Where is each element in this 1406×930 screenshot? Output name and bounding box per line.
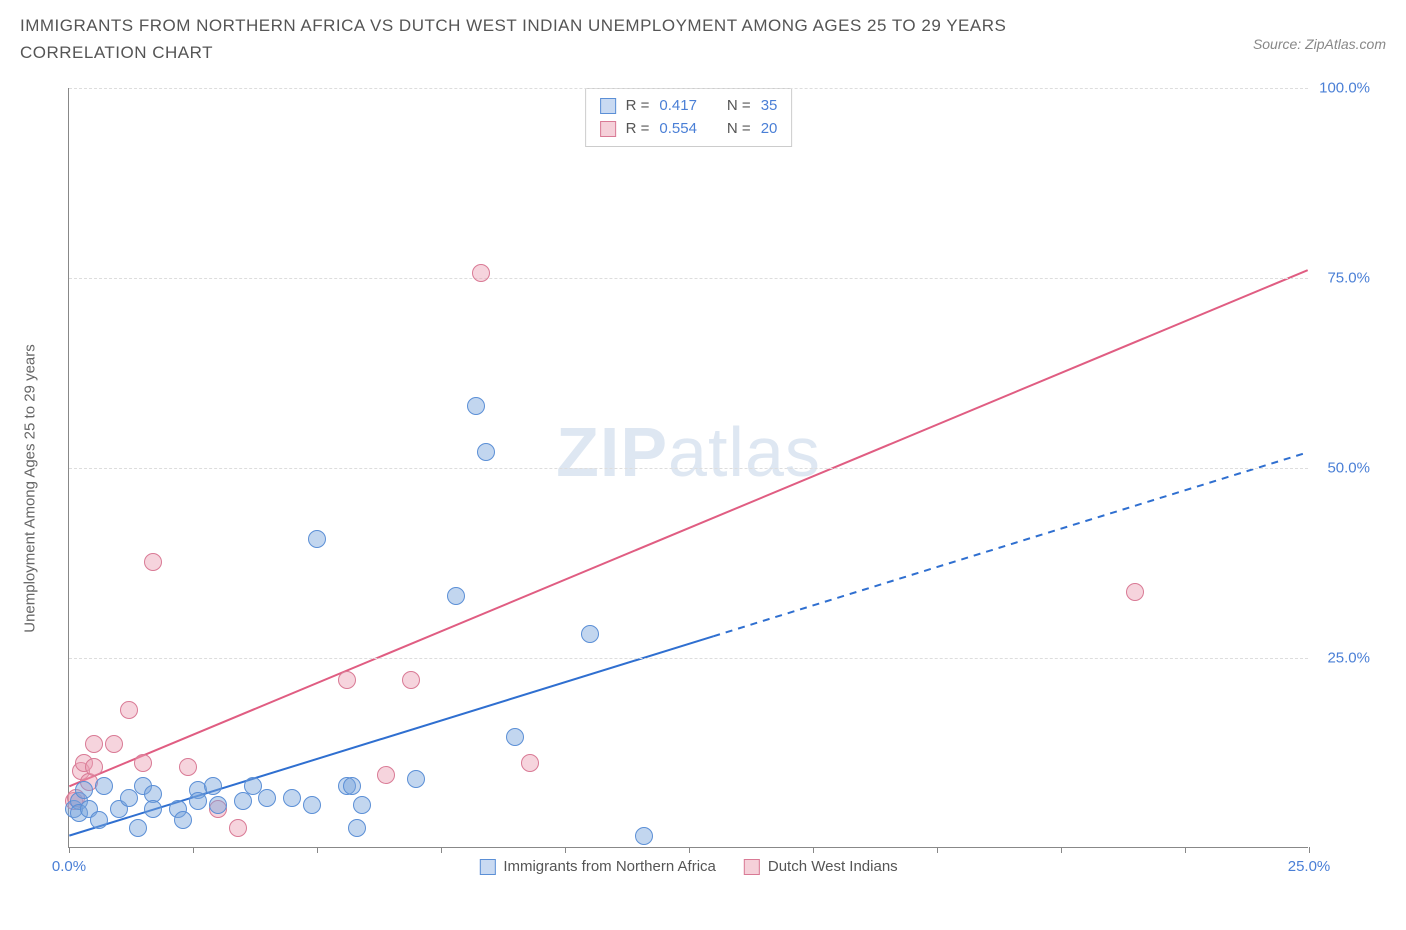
- legend-label: Immigrants from Northern Africa: [503, 858, 716, 875]
- pink-point: [521, 754, 539, 772]
- gridline-h: [69, 278, 1308, 279]
- blue-point: [506, 728, 524, 746]
- x-tick: [565, 847, 566, 853]
- x-tick: [441, 847, 442, 853]
- stat-r-label: R =: [626, 118, 650, 141]
- x-tick: [813, 847, 814, 853]
- blue-point: [120, 789, 138, 807]
- x-tick: [1185, 847, 1186, 853]
- blue-point: [635, 827, 653, 845]
- pink-point: [1126, 583, 1144, 601]
- pink-point: [229, 819, 247, 837]
- blue-point: [95, 777, 113, 795]
- gridline-h: [69, 88, 1308, 89]
- blue-point: [129, 819, 147, 837]
- pink-point: [472, 264, 490, 282]
- x-tick: [193, 847, 194, 853]
- blue-point: [407, 770, 425, 788]
- stat-n-label: N =: [727, 95, 751, 118]
- x-tick: [1309, 847, 1310, 853]
- blue-point: [581, 625, 599, 643]
- blue-point: [209, 796, 227, 814]
- pink-point: [105, 735, 123, 753]
- legend-swatch: [600, 121, 616, 137]
- stats-row: R = 0.554 N = 20: [600, 118, 778, 141]
- blue-point: [90, 811, 108, 829]
- gridline-h: [69, 658, 1308, 659]
- x-tick: [689, 847, 690, 853]
- pink-point: [338, 671, 356, 689]
- y-axis-label: Unemployment Among Ages 25 to 29 years: [22, 344, 39, 633]
- pink-point: [134, 754, 152, 772]
- y-tick-label: 50.0%: [1327, 460, 1370, 477]
- stat-n-label: N =: [727, 118, 751, 141]
- blue-point: [467, 397, 485, 415]
- pink-point: [179, 758, 197, 776]
- bottom-legend: Immigrants from Northern Africa Dutch Wes…: [479, 858, 897, 875]
- x-tick: [937, 847, 938, 853]
- pink-point: [85, 735, 103, 753]
- blue-point: [204, 777, 222, 795]
- x-tick: [1061, 847, 1062, 853]
- chart-area: Unemployment Among Ages 25 to 29 years Z…: [60, 80, 1380, 880]
- pink-point: [402, 671, 420, 689]
- blue-point: [234, 792, 252, 810]
- blue-point: [303, 796, 321, 814]
- x-tick: [317, 847, 318, 853]
- pink-point: [120, 701, 138, 719]
- legend-swatch: [744, 859, 760, 875]
- legend-label: Dutch West Indians: [768, 858, 898, 875]
- stat-r-value: 0.417: [659, 95, 697, 118]
- blue-point: [447, 587, 465, 605]
- blue-point: [174, 811, 192, 829]
- stat-n-value: 20: [761, 118, 778, 141]
- blue-point: [144, 800, 162, 818]
- stat-r-value: 0.554: [659, 118, 697, 141]
- blue-point: [353, 796, 371, 814]
- blue-point: [258, 789, 276, 807]
- stats-legend-box: R = 0.417 N = 35 R = 0.554 N = 20: [585, 88, 793, 147]
- legend-swatch: [600, 98, 616, 114]
- gridline-h: [69, 468, 1308, 469]
- y-tick-label: 100.0%: [1319, 80, 1370, 97]
- blue-point: [477, 443, 495, 461]
- watermark: ZIPatlas: [556, 412, 821, 492]
- y-tick-label: 25.0%: [1327, 650, 1370, 667]
- plot-region: ZIPatlas R =0.417N =35R =0.554N =20 Immi…: [68, 88, 1308, 848]
- blue-point: [343, 777, 361, 795]
- x-tick-label: 0.0%: [52, 858, 86, 875]
- pink-point: [377, 766, 395, 784]
- blue-point: [308, 530, 326, 548]
- blue-point: [75, 781, 93, 799]
- y-tick-label: 75.0%: [1327, 270, 1370, 287]
- blue-point: [348, 819, 366, 837]
- blue-point: [189, 792, 207, 810]
- blue-point: [283, 789, 301, 807]
- legend-item: Immigrants from Northern Africa: [479, 858, 716, 875]
- stat-r-label: R =: [626, 95, 650, 118]
- x-tick-label: 25.0%: [1288, 858, 1331, 875]
- stat-n-value: 35: [761, 95, 778, 118]
- pink-point: [85, 758, 103, 776]
- legend-swatch: [479, 859, 495, 875]
- legend-item: Dutch West Indians: [744, 858, 898, 875]
- stats-row: R = 0.417 N = 35: [600, 95, 778, 118]
- pink-point: [144, 553, 162, 571]
- x-tick: [69, 847, 70, 853]
- source-credit: Source: ZipAtlas.com: [1253, 36, 1386, 52]
- chart-title: IMMIGRANTS FROM NORTHERN AFRICA VS DUTCH…: [20, 12, 1120, 66]
